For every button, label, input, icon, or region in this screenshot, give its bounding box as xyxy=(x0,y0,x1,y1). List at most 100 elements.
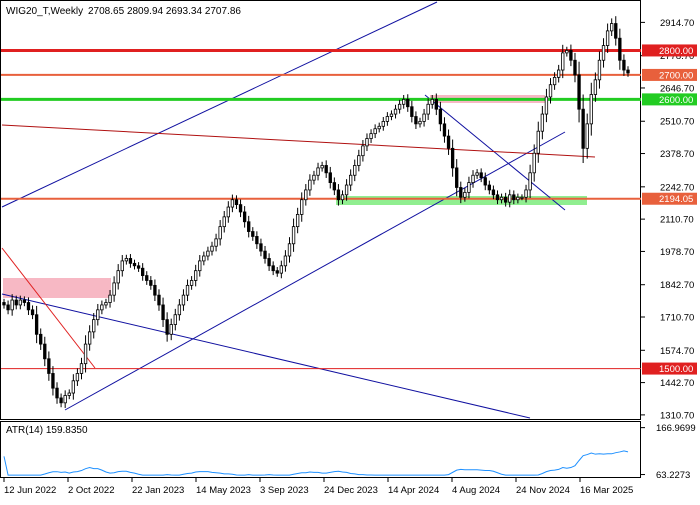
candle xyxy=(361,140,365,162)
price-tick-label: 2242.70 xyxy=(660,182,694,193)
candle xyxy=(83,335,88,373)
candle xyxy=(495,190,500,205)
candle xyxy=(136,262,141,272)
time-tick-label: 22 Jan 2023 xyxy=(132,485,184,496)
candle xyxy=(202,251,206,266)
atr-line xyxy=(3,450,629,476)
time-tick-label: 16 Mar 2025 xyxy=(580,485,633,496)
candle xyxy=(189,276,194,290)
candle xyxy=(524,184,528,203)
candle xyxy=(214,233,218,252)
upper-channel-line xyxy=(1,1,438,208)
candle xyxy=(426,98,430,120)
candle xyxy=(26,297,31,315)
price-tick-label: 2510.70 xyxy=(660,117,694,128)
candle xyxy=(357,149,361,172)
candle xyxy=(316,162,320,181)
candle xyxy=(30,305,35,320)
candle xyxy=(34,305,39,344)
candle xyxy=(614,16,618,46)
price-tick-label: 2110.70 xyxy=(660,215,694,226)
price-tick-label: 1574.70 xyxy=(660,346,694,357)
candle xyxy=(230,194,235,213)
candle xyxy=(161,297,165,327)
candle xyxy=(120,255,124,277)
candle xyxy=(108,290,112,308)
price-tick-label: 2646.70 xyxy=(660,83,694,94)
level-labels: 2800.00 2700.00 2600.00 2194.05 1500.00 xyxy=(642,44,697,375)
candle xyxy=(508,189,512,208)
indicator-tick-label: 63.2273 xyxy=(656,470,690,481)
candle xyxy=(491,185,496,200)
candle xyxy=(410,100,414,123)
candle xyxy=(385,112,390,126)
candle xyxy=(6,300,10,315)
price-tick-label: 2914.70 xyxy=(660,18,694,29)
candle xyxy=(59,393,63,408)
candle xyxy=(2,298,6,309)
candle xyxy=(626,66,630,77)
candle xyxy=(532,144,536,182)
candle xyxy=(471,170,475,188)
candle xyxy=(552,72,557,90)
candle xyxy=(389,110,394,121)
candle xyxy=(483,172,487,191)
candle xyxy=(259,238,263,257)
price-tick-label: 1710.70 xyxy=(660,313,694,324)
candle xyxy=(459,181,463,204)
level-label-box xyxy=(642,192,697,205)
candle xyxy=(47,351,51,381)
time-tick-label: 24 Dec 2023 xyxy=(324,485,378,496)
candle xyxy=(373,124,377,139)
candle xyxy=(14,295,18,310)
time-tick-label: 14 Apr 2024 xyxy=(388,485,439,496)
level-label-box xyxy=(642,68,697,81)
candle xyxy=(226,201,230,223)
candle xyxy=(10,294,14,316)
candle xyxy=(63,390,67,408)
dark-red-trendline xyxy=(1,124,596,158)
ohlc-values: 2708.65 2809.94 2693.34 2707.86 xyxy=(88,6,241,17)
candle xyxy=(304,184,308,206)
candle xyxy=(467,176,471,199)
candle xyxy=(39,328,43,350)
candle xyxy=(577,61,581,123)
candle xyxy=(206,246,210,261)
candle xyxy=(218,220,222,246)
candle xyxy=(340,190,345,205)
supply-zone-left xyxy=(3,278,111,298)
candle xyxy=(141,263,145,281)
level-label: 2194.05 xyxy=(659,194,693,205)
candle xyxy=(210,241,214,256)
candle xyxy=(622,54,626,76)
candle xyxy=(185,279,190,302)
red-downtrend-line xyxy=(1,247,96,369)
price-tick-label: 1978.70 xyxy=(660,247,694,258)
candle xyxy=(75,368,80,386)
candle xyxy=(275,267,279,277)
candle xyxy=(157,289,161,311)
candle xyxy=(295,207,300,234)
price-tick-label: 2378.70 xyxy=(660,149,694,160)
candle xyxy=(605,23,610,53)
level-label: 2800.00 xyxy=(659,46,693,57)
candle xyxy=(450,139,455,177)
candle xyxy=(300,192,304,222)
candle xyxy=(51,366,55,396)
candle xyxy=(442,117,447,143)
candle xyxy=(328,166,332,189)
candle xyxy=(353,159,357,182)
candle xyxy=(406,94,410,112)
candle xyxy=(332,177,337,196)
candle xyxy=(438,101,443,132)
candle xyxy=(336,184,341,206)
candles-layer xyxy=(2,16,630,408)
candle xyxy=(149,276,153,290)
candle xyxy=(100,300,104,315)
candle xyxy=(71,374,75,400)
candle xyxy=(561,44,565,79)
candle xyxy=(132,259,137,270)
candle xyxy=(397,99,402,114)
